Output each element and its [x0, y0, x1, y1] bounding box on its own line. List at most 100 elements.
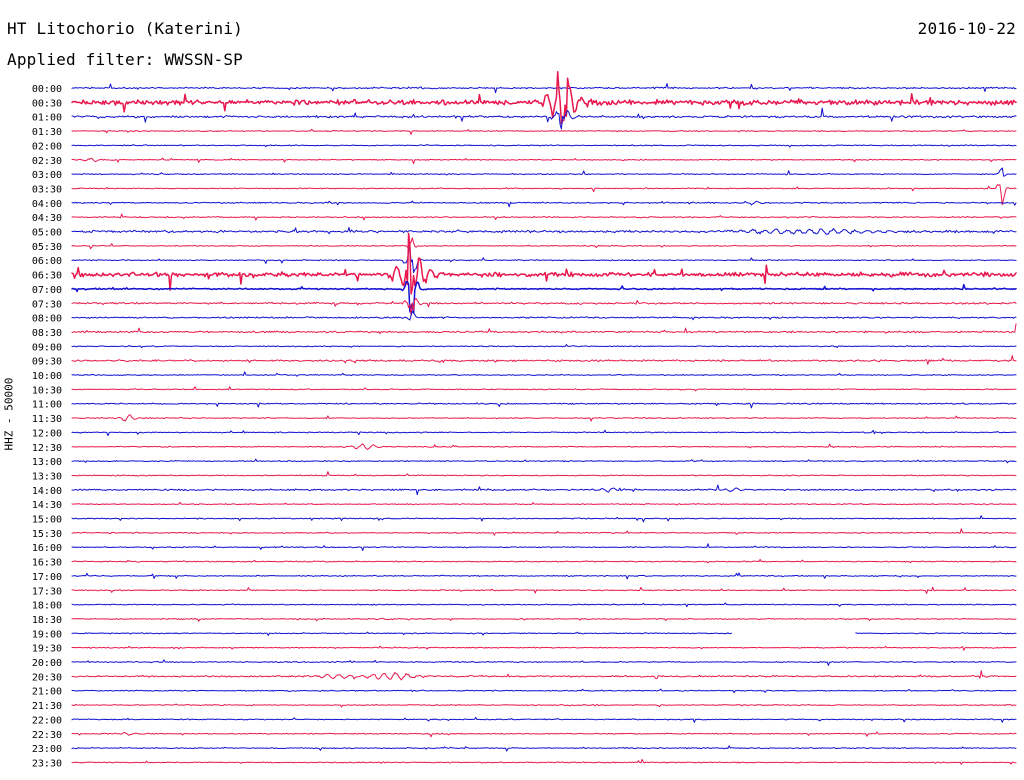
time-tick-label: 22:00	[32, 715, 62, 726]
time-tick-label: 01:30	[32, 127, 62, 138]
time-tick-label: 02:30	[32, 156, 62, 167]
time-tick-label: 14:00	[32, 486, 62, 497]
chart-date: 2016-10-22	[917, 19, 1016, 38]
time-tick-label: 19:00	[32, 629, 62, 640]
seismic-trace-0830	[71, 323, 1017, 335]
seismic-trace-0500	[71, 227, 1017, 235]
seismic-trace-1130	[71, 414, 1017, 422]
time-tick-label: 18:30	[32, 615, 62, 626]
applied-filter-label: Applied filter: WWSSN-SP	[7, 50, 243, 69]
time-tick-label: 00:00	[32, 84, 62, 95]
time-tick-label: 23:00	[32, 744, 62, 755]
time-tick-label: 04:00	[32, 199, 62, 210]
seismic-trace-2130	[71, 703, 1017, 708]
seismic-trace-1100	[71, 402, 1017, 409]
time-tick-label: 15:30	[32, 529, 62, 540]
time-tick-label: 21:00	[32, 687, 62, 698]
time-tick-label: 18:00	[32, 601, 62, 612]
seismic-trace-1400	[71, 484, 1017, 496]
time-tick-label: 05:30	[32, 242, 62, 253]
time-tick-label: 08:30	[32, 328, 62, 339]
station-title: HT Litochorio (Katerini)	[7, 19, 243, 38]
seismic-trace-1630	[71, 558, 1017, 564]
seismic-trace-1900	[71, 631, 1017, 636]
time-tick-label: 16:30	[32, 558, 62, 569]
time-tick-label: 04:30	[32, 213, 62, 224]
time-tick-label: 21:30	[32, 701, 62, 712]
time-tick-label: 02:00	[32, 141, 62, 152]
seismic-trace-1530	[71, 528, 1017, 536]
time-tick-label: 09:00	[32, 342, 62, 353]
time-tick-label: 01:00	[32, 113, 62, 124]
seismic-trace-0030	[71, 70, 1017, 125]
time-tick-label: 09:30	[32, 357, 62, 368]
seismic-trace-1830	[71, 617, 1017, 622]
seismic-trace-0100	[71, 107, 1017, 130]
seismic-trace-0430	[71, 213, 1017, 221]
time-tick-label: 05:00	[32, 228, 62, 239]
seismic-trace-2230	[71, 731, 1017, 738]
time-tick-label: 10:00	[32, 371, 62, 382]
seismic-trace-1200	[71, 429, 1017, 437]
time-tick-label: 15:00	[32, 515, 62, 526]
seismic-trace-1330	[71, 471, 1017, 477]
seismic-trace-2200	[71, 716, 1017, 723]
time-tick-label: 16:00	[32, 543, 62, 554]
seismic-trace-2000	[71, 659, 1017, 666]
seismic-trace-1700	[71, 572, 1017, 580]
seismic-trace-0700	[71, 280, 1017, 314]
time-tick-label: 17:30	[32, 586, 62, 597]
time-tick-label: 13:30	[32, 471, 62, 482]
time-tick-label: 12:00	[32, 428, 62, 439]
time-tick-label: 17:00	[32, 572, 62, 583]
seismic-trace-0800	[71, 311, 1017, 321]
seismic-trace-0200	[71, 143, 1017, 148]
time-tick-label: 12:30	[32, 443, 62, 454]
seismic-trace-1000	[71, 371, 1017, 377]
time-tick-label: 20:30	[32, 672, 62, 683]
seismic-trace-0330	[71, 184, 1017, 206]
seismic-trace-0000	[71, 83, 1017, 94]
seismic-trace-0930	[71, 355, 1017, 365]
time-tick-label: 14:30	[32, 500, 62, 511]
time-tick-label: 03:00	[32, 170, 62, 181]
seismic-trace-0130	[71, 128, 1017, 135]
time-tick-label: 19:30	[32, 644, 62, 655]
seismic-trace-0400	[71, 200, 1017, 208]
seismic-trace-2300	[71, 745, 1017, 752]
seismic-trace-1800	[71, 602, 1017, 608]
seismic-trace-1230	[71, 443, 1017, 450]
seismic-trace-1500	[71, 515, 1017, 523]
seismic-trace-0230	[71, 157, 1017, 165]
time-tick-label: 11:00	[32, 400, 62, 411]
seismic-trace-0530	[71, 237, 1017, 250]
seismic-trace-1430	[71, 501, 1017, 506]
seismic-trace-0900	[71, 344, 1017, 349]
seismic-trace-0730	[71, 297, 1017, 316]
time-tick-label: 10:30	[32, 385, 62, 396]
time-tick-label: 07:30	[32, 299, 62, 310]
seismic-trace-1030	[71, 386, 1017, 392]
seismic-trace-2100	[71, 688, 1017, 694]
time-tick-label: 08:00	[32, 314, 62, 325]
seismic-trace-0600	[71, 246, 1017, 274]
time-tick-label: 03:30	[32, 184, 62, 195]
time-tick-label: 07:00	[32, 285, 62, 296]
seismic-trace-1930	[71, 645, 1017, 651]
seismic-trace-1730	[71, 586, 1017, 594]
time-tick-label: 00:30	[32, 98, 62, 109]
seismic-trace-1600	[71, 543, 1017, 551]
time-tick-label: 13:00	[32, 457, 62, 468]
time-tick-label: 06:00	[32, 256, 62, 267]
seismic-trace-2330	[71, 758, 1017, 765]
seismic-trace-1300	[71, 458, 1017, 464]
time-tick-label: 06:30	[32, 271, 62, 282]
time-tick-label: 23:30	[32, 758, 62, 769]
seismic-trace-0630	[71, 232, 1017, 295]
time-tick-label: 22:30	[32, 730, 62, 741]
seismic-trace-0300	[71, 167, 1017, 177]
seismic-trace-2030	[71, 670, 1017, 681]
time-tick-label: 20:00	[32, 658, 62, 669]
